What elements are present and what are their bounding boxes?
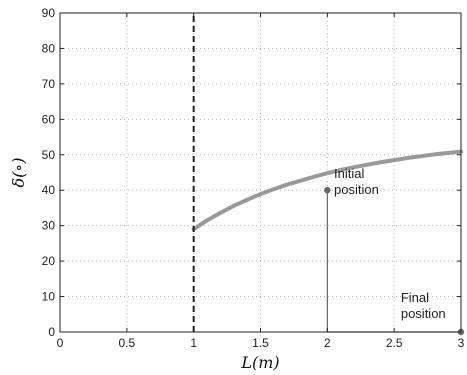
y-axis-label: δ(∘) <box>9 158 28 188</box>
y-tick-label: 0 <box>48 325 55 339</box>
x-tick-label: 0 <box>57 336 64 350</box>
plot-area <box>191 13 465 336</box>
x-axis-label: L(m) <box>240 353 279 372</box>
y-tick-label: 20 <box>42 254 56 268</box>
y-tick-label: 90 <box>42 6 56 20</box>
annotation-text: Initial <box>334 166 364 181</box>
position-marker <box>324 187 331 194</box>
y-tick-label: 10 <box>42 290 56 304</box>
x-tick-label: 2 <box>324 336 331 350</box>
annotation-text: position <box>334 182 379 197</box>
grid <box>60 13 461 332</box>
y-tick-label: 30 <box>42 219 56 233</box>
annotation-text: position <box>401 306 446 321</box>
axes-frame <box>59 12 462 333</box>
annotation-text: Final <box>401 290 429 305</box>
y-tick-label: 60 <box>42 112 56 126</box>
x-tick-label: 2.5 <box>386 336 403 350</box>
x-tick-label: 3 <box>458 336 465 350</box>
angle-curve <box>191 149 463 232</box>
x-tick-label: 0.5 <box>118 336 135 350</box>
y-tick-label: 70 <box>42 77 56 91</box>
y-tick-label: 80 <box>42 41 56 55</box>
y-tick-label: 50 <box>42 148 56 162</box>
ticks <box>59 12 462 333</box>
y-tick-label: 40 <box>42 183 56 197</box>
x-tick-label: 1 <box>190 336 197 350</box>
x-tick-label: 1.5 <box>252 336 269 350</box>
